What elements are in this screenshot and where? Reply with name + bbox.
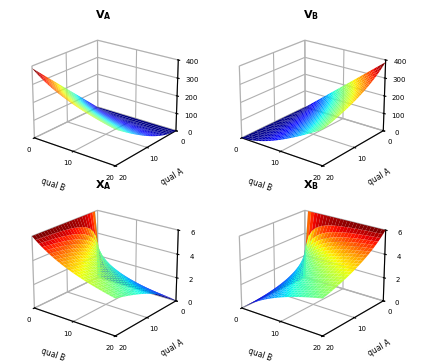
Y-axis label: qual A: qual A bbox=[159, 338, 185, 358]
Title: $\mathbf{X_B}$: $\mathbf{X_B}$ bbox=[303, 178, 319, 192]
Y-axis label: qual A: qual A bbox=[159, 168, 185, 188]
Title: $\mathbf{X_A}$: $\mathbf{X_A}$ bbox=[95, 178, 112, 192]
X-axis label: qual B: qual B bbox=[248, 176, 273, 193]
Y-axis label: qual A: qual A bbox=[367, 168, 393, 188]
Title: $\mathbf{V_A}$: $\mathbf{V_A}$ bbox=[95, 8, 112, 22]
X-axis label: qual B: qual B bbox=[248, 346, 273, 362]
X-axis label: qual B: qual B bbox=[40, 346, 66, 362]
Y-axis label: qual A: qual A bbox=[367, 338, 393, 358]
X-axis label: qual B: qual B bbox=[40, 176, 66, 193]
Title: $\mathbf{V_B}$: $\mathbf{V_B}$ bbox=[303, 8, 319, 22]
